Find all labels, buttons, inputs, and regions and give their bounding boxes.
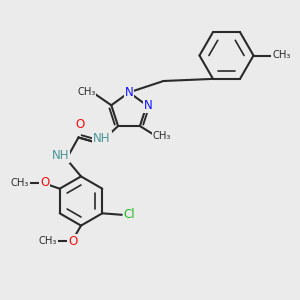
Text: N: N (144, 99, 153, 112)
Text: CH₃: CH₃ (272, 50, 291, 61)
Text: O: O (75, 118, 85, 131)
Text: CH₃: CH₃ (77, 87, 96, 98)
Text: O: O (40, 176, 49, 189)
Text: CH₃: CH₃ (39, 236, 57, 246)
Text: NH: NH (93, 131, 111, 145)
Text: CH₃: CH₃ (11, 178, 29, 188)
Text: Cl: Cl (124, 208, 135, 221)
Text: CH₃: CH₃ (153, 131, 171, 141)
Text: N: N (124, 86, 134, 99)
Text: NH: NH (52, 149, 69, 162)
Text: O: O (68, 235, 77, 248)
